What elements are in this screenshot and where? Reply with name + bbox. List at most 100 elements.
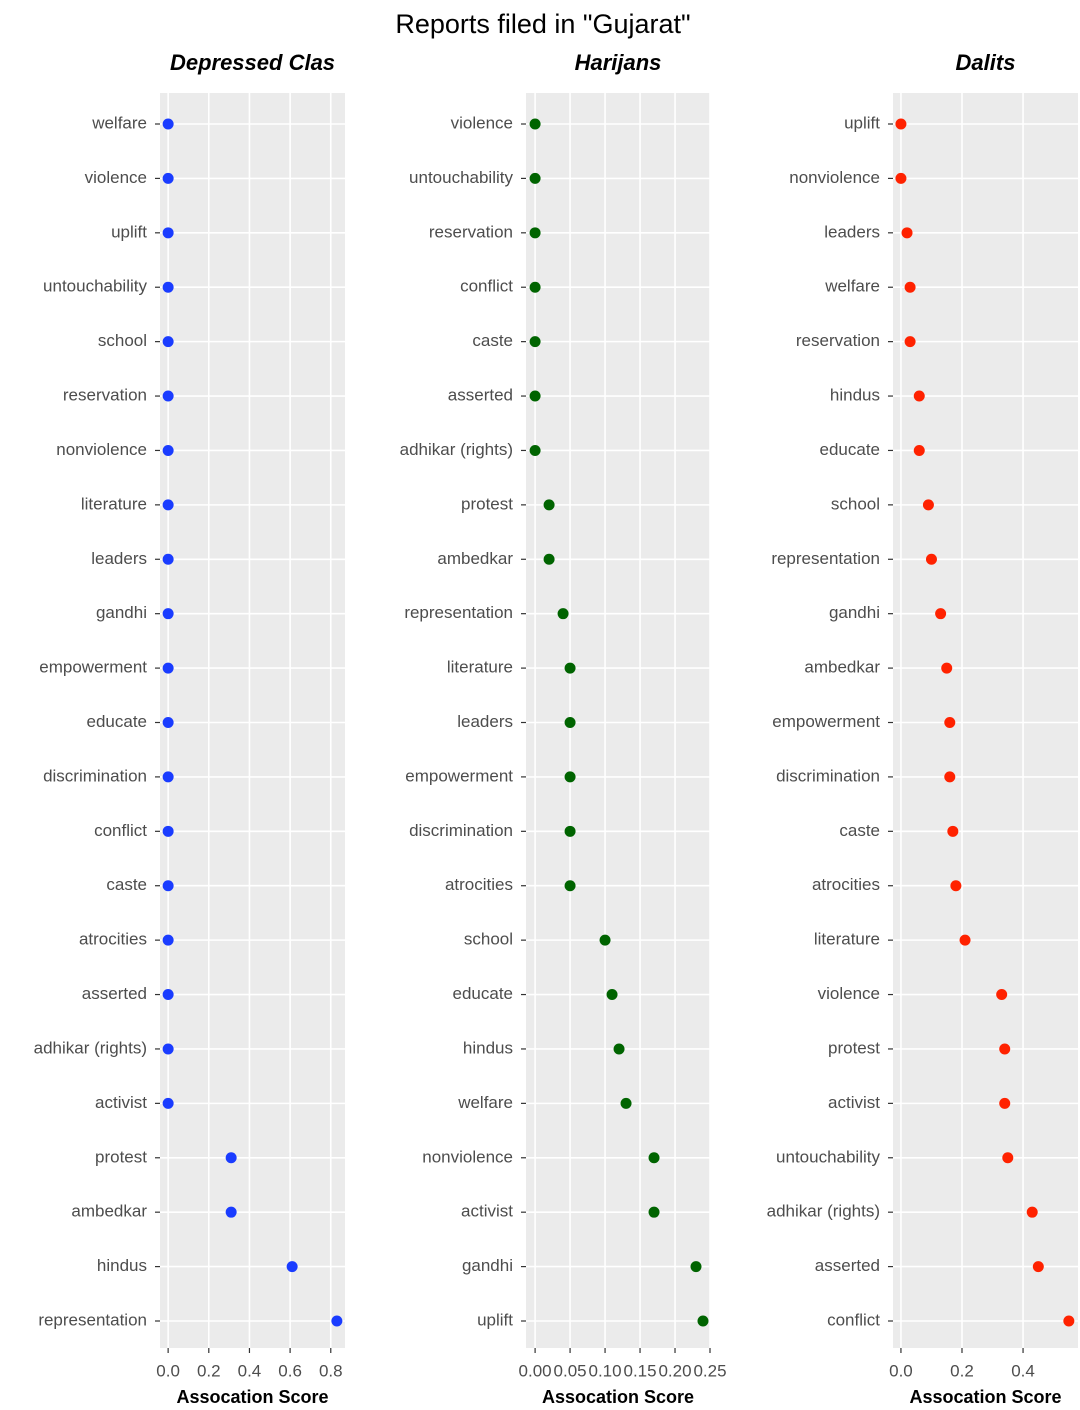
dot xyxy=(162,717,174,728)
y-tick-label: educate xyxy=(453,984,514,1003)
dot xyxy=(648,1152,660,1164)
y-tick-label: hindus xyxy=(97,1256,147,1275)
dot xyxy=(529,390,541,402)
panel-title: Depressed Clas xyxy=(170,50,335,75)
x-tick-label: 0.10 xyxy=(589,1361,622,1380)
dot xyxy=(529,227,541,239)
y-tick-label: ambedkar xyxy=(804,658,880,677)
y-tick-label: educate xyxy=(820,440,881,459)
dot xyxy=(1002,1152,1014,1164)
y-tick-label: leaders xyxy=(457,712,513,731)
dot xyxy=(620,1097,632,1109)
y-tick-label: reservation xyxy=(429,222,513,241)
y-tick-label: literature xyxy=(447,658,513,677)
y-tick-label: discrimination xyxy=(409,821,513,840)
dot xyxy=(162,1097,174,1109)
dot xyxy=(613,1043,625,1055)
panel-background xyxy=(160,93,345,1348)
y-tick-label: welfare xyxy=(91,113,147,132)
y-tick-label: discrimination xyxy=(43,766,147,785)
dot xyxy=(895,118,907,130)
dot xyxy=(564,662,576,674)
dot xyxy=(162,227,174,239)
y-tick-label: uplift xyxy=(477,1310,513,1329)
y-tick-label: caste xyxy=(106,875,147,894)
dot xyxy=(913,390,925,402)
y-tick-label: atrocities xyxy=(812,875,880,894)
y-tick-label: reservation xyxy=(796,331,880,350)
dot xyxy=(599,934,611,946)
dot xyxy=(529,336,541,348)
panel-background xyxy=(526,93,710,1348)
y-tick-label: leaders xyxy=(824,222,880,241)
x-tick-label: 0.15 xyxy=(623,1361,656,1380)
dot xyxy=(564,717,576,728)
y-tick-label: gandhi xyxy=(829,603,880,622)
y-tick-label: adhikar (rights) xyxy=(400,440,513,459)
y-tick-label: school xyxy=(98,331,147,350)
dot xyxy=(1026,1206,1038,1218)
dot xyxy=(941,662,953,674)
dot xyxy=(690,1261,702,1273)
dot xyxy=(697,1315,709,1327)
y-tick-label: activist xyxy=(828,1093,880,1112)
dot xyxy=(935,608,947,620)
y-tick-label: atrocities xyxy=(79,930,147,949)
y-tick-label: representation xyxy=(771,549,880,568)
dot xyxy=(947,825,959,837)
x-axis-label: Assocation Score xyxy=(542,1387,694,1407)
y-tick-label: untouchability xyxy=(43,277,147,296)
dot xyxy=(904,281,916,293)
x-tick-label: 0.2 xyxy=(950,1361,974,1380)
y-tick-label: ambedkar xyxy=(71,1202,147,1221)
y-tick-label: adhikar (rights) xyxy=(767,1202,880,1221)
y-tick-label: untouchability xyxy=(409,168,513,187)
y-tick-label: nonviolence xyxy=(422,1147,513,1166)
y-tick-label: violence xyxy=(451,113,513,132)
x-tick-label: 0.25 xyxy=(693,1361,726,1380)
y-tick-label: nonviolence xyxy=(789,168,880,187)
dot xyxy=(162,662,174,674)
y-tick-label: untouchability xyxy=(776,1147,880,1166)
y-tick-label: ambedkar xyxy=(437,549,513,568)
dot xyxy=(564,771,576,783)
y-tick-label: representation xyxy=(38,1310,147,1329)
dot xyxy=(996,989,1008,1001)
y-tick-label: literature xyxy=(81,494,147,513)
y-tick-label: empowerment xyxy=(405,766,513,785)
dot xyxy=(950,880,962,892)
dot xyxy=(904,336,916,348)
dot xyxy=(529,281,541,293)
y-tick-label: empowerment xyxy=(39,658,147,677)
x-axis-label: Assocation Score xyxy=(909,1387,1061,1407)
dot xyxy=(648,1206,660,1218)
dot xyxy=(944,771,956,783)
dot xyxy=(162,281,174,293)
x-tick-label: 0.0 xyxy=(156,1361,180,1380)
dot xyxy=(225,1206,237,1218)
y-tick-label: conflict xyxy=(827,1310,880,1329)
dot xyxy=(162,989,174,1001)
dot xyxy=(162,172,174,184)
dot xyxy=(564,825,576,837)
dot xyxy=(162,934,174,946)
y-tick-label: caste xyxy=(839,821,880,840)
dot xyxy=(925,553,937,565)
dot xyxy=(913,444,925,456)
x-tick-label: 0.00 xyxy=(519,1361,552,1380)
dot xyxy=(557,608,569,620)
chart-title: Reports filed in "Gujarat" xyxy=(395,9,690,39)
y-tick-label: school xyxy=(831,494,880,513)
dot xyxy=(922,499,934,511)
dot xyxy=(162,499,174,511)
panel-title: Harijans xyxy=(575,50,662,75)
dot xyxy=(162,118,174,130)
y-tick-label: asserted xyxy=(82,984,147,1003)
y-tick-label: conflict xyxy=(460,277,513,296)
y-tick-label: protest xyxy=(828,1038,880,1057)
dot xyxy=(944,717,956,728)
dot xyxy=(286,1261,298,1273)
y-tick-label: activist xyxy=(461,1202,513,1221)
dot xyxy=(162,608,174,620)
dot xyxy=(162,553,174,565)
